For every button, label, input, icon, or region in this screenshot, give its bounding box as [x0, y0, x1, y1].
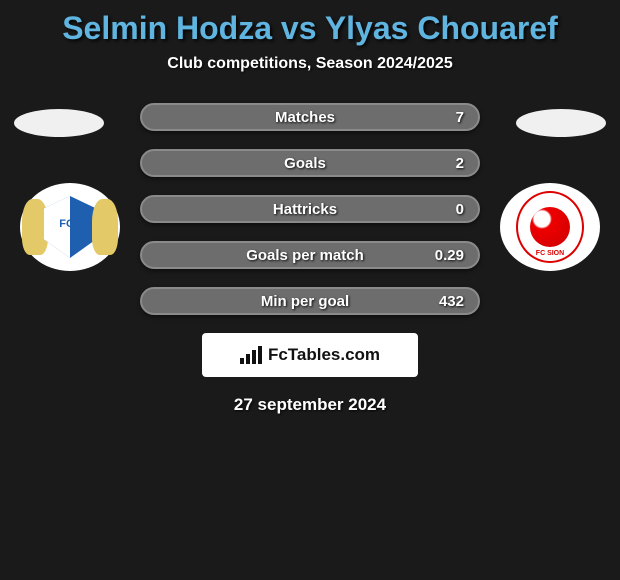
- subtitle: Club competitions, Season 2024/2025: [0, 55, 620, 73]
- comparison-card: Selmin Hodza vs Ylyas Chouaref Club comp…: [0, 0, 620, 425]
- stat-value: 0: [424, 201, 464, 218]
- player-placeholder-right: [516, 109, 606, 137]
- stat-label: Min per goal: [186, 293, 424, 310]
- brand-box[interactable]: FcTables.com: [202, 333, 418, 377]
- date-text: 27 september 2024: [0, 395, 620, 415]
- stat-row-mpg: Min per goal 432: [140, 287, 480, 315]
- stats-list: Matches 7 Goals 2 Hattricks 0 Goals per …: [140, 103, 480, 315]
- bar-chart-icon: [240, 346, 262, 364]
- main-area: Matches 7 Goals 2 Hattricks 0 Goals per …: [0, 103, 620, 315]
- stat-row-gpm: Goals per match 0.29: [140, 241, 480, 269]
- stat-label: Goals per match: [186, 247, 424, 264]
- stat-value: 7: [424, 109, 464, 126]
- stat-value: 0.29: [424, 247, 464, 264]
- sion-crest-icon: [516, 191, 584, 263]
- stat-value: 2: [424, 155, 464, 172]
- stat-label: Hattricks: [186, 201, 424, 218]
- brand-text: FcTables.com: [268, 345, 380, 365]
- stat-label: Matches: [186, 109, 424, 126]
- stat-row-goals: Goals 2: [140, 149, 480, 177]
- page-title: Selmin Hodza vs Ylyas Chouaref: [0, 10, 620, 47]
- stat-label: Goals: [186, 155, 424, 172]
- club-badge-left: [20, 183, 120, 271]
- player-placeholder-left: [14, 109, 104, 137]
- stat-value: 432: [424, 293, 464, 310]
- stat-row-hattricks: Hattricks 0: [140, 195, 480, 223]
- stat-row-matches: Matches 7: [140, 103, 480, 131]
- fcz-crest-icon: [44, 196, 96, 258]
- club-badge-right: [500, 183, 600, 271]
